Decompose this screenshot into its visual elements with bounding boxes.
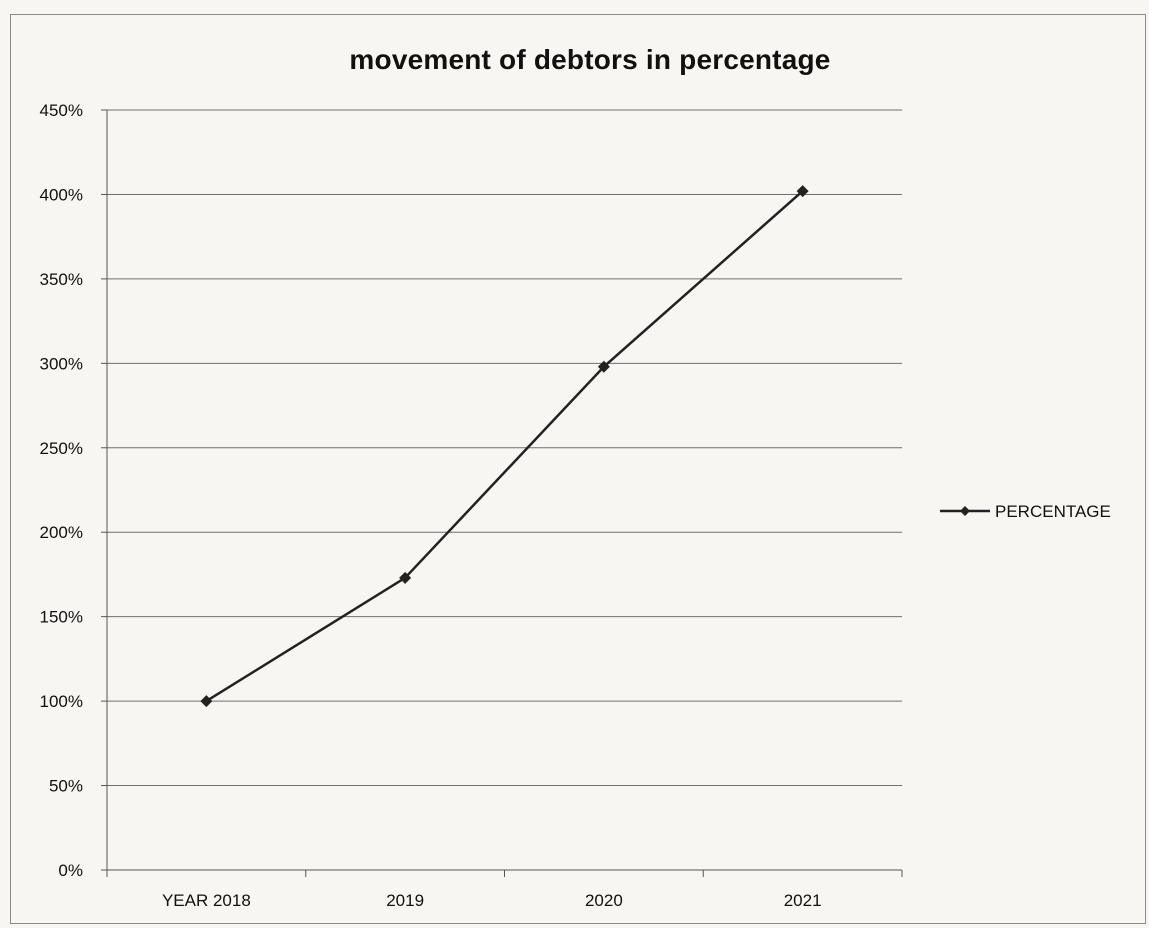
data-point	[597, 360, 610, 373]
y-tick-label: 200%	[40, 523, 83, 542]
y-tick-label: 150%	[40, 608, 83, 627]
data-point	[796, 185, 809, 198]
legend: PERCENTAGE	[940, 502, 1111, 521]
chart-border	[10, 14, 1146, 924]
chart-title: movement of debtors in percentage	[349, 44, 831, 75]
data-point	[399, 571, 412, 584]
y-tick-label: 350%	[40, 270, 83, 289]
grid-lines	[107, 109, 902, 787]
y-tick-label: 250%	[40, 439, 83, 458]
series-line	[205, 190, 804, 703]
x-tick-label: YEAR 2018	[162, 891, 251, 910]
y-tick-label: 300%	[40, 354, 83, 373]
x-tick-label: 2020	[585, 891, 623, 910]
y-tick-label: 50%	[49, 777, 83, 796]
y-tick-label: 0%	[58, 861, 83, 880]
y-tick-label: 100%	[40, 692, 83, 711]
y-tick-label: 450%	[40, 101, 83, 120]
x-tick-label: 2021	[784, 891, 822, 910]
legend-swatch-marker	[960, 506, 970, 516]
data-point	[200, 695, 213, 708]
x-tick-label: 2019	[386, 891, 424, 910]
axes: 0% 50% 100% 150% 200% 250% 300% 350% 400% 450% YEA…	[40, 101, 903, 910]
legend-label: PERCENTAGE	[995, 502, 1111, 521]
y-tick-label: 400%	[40, 185, 83, 204]
series-percentage	[200, 185, 809, 708]
